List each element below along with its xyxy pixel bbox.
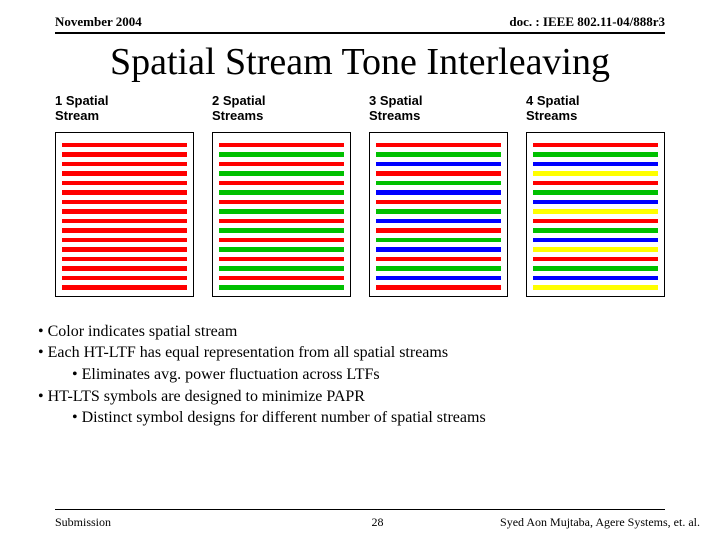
bullet-item: • Color indicates spatial stream — [38, 321, 700, 343]
bullet-item: • Each HT-LTF has equal representation f… — [38, 342, 700, 364]
tone-bar — [62, 257, 187, 262]
tone-bar — [533, 162, 658, 167]
chart-column: 2 Spatial Streams — [212, 94, 351, 297]
tone-bar — [62, 171, 187, 176]
tone-bar — [533, 143, 658, 148]
tone-bar — [62, 266, 187, 271]
tone-bar — [533, 285, 658, 290]
tone-bar — [219, 209, 344, 214]
tone-bar — [533, 257, 658, 262]
tone-bar — [376, 285, 501, 290]
tone-bar — [533, 276, 658, 281]
tone-bar — [62, 247, 187, 252]
tone-bar — [533, 209, 658, 214]
tone-bar — [533, 228, 658, 233]
tone-bar — [62, 219, 187, 224]
bullet-list: • Color indicates spatial stream• Each H… — [0, 297, 720, 429]
header-doc: doc. : IEEE 802.11-04/888r3 — [509, 14, 665, 30]
chart-label: 2 Spatial Streams — [212, 94, 351, 124]
tone-bar — [376, 228, 501, 233]
tone-bar — [219, 143, 344, 148]
footer-page: 28 — [55, 515, 700, 530]
chart-label: 1 Spatial Stream — [55, 94, 194, 124]
tone-bar — [376, 219, 501, 224]
chart-column: 1 Spatial Stream — [55, 94, 194, 297]
tone-bar — [533, 266, 658, 271]
chart-box — [526, 132, 665, 297]
chart-label: 3 Spatial Streams — [369, 94, 508, 124]
tone-bar — [219, 257, 344, 262]
chart-box — [55, 132, 194, 297]
tone-bar — [62, 238, 187, 243]
tone-bar — [219, 266, 344, 271]
tone-bar — [533, 247, 658, 252]
tone-bar — [219, 219, 344, 224]
tone-bar — [376, 276, 501, 281]
tone-bar — [219, 162, 344, 167]
tone-bar — [376, 162, 501, 167]
bullet-item: • Eliminates avg. power fluctuation acro… — [38, 364, 700, 386]
tone-bar — [376, 200, 501, 205]
header: November 2004 doc. : IEEE 802.11-04/888r… — [0, 0, 720, 30]
tone-bar — [219, 190, 344, 195]
header-date: November 2004 — [55, 14, 142, 30]
chart-column: 4 Spatial Streams — [526, 94, 665, 297]
tone-bar — [533, 171, 658, 176]
tone-bar — [376, 257, 501, 262]
tone-bar — [62, 276, 187, 281]
tone-bar — [62, 181, 187, 186]
tone-bar — [533, 190, 658, 195]
tone-bar — [533, 152, 658, 157]
tone-bar — [376, 209, 501, 214]
tone-bar — [62, 200, 187, 205]
tone-bar — [62, 143, 187, 148]
tone-bar — [533, 200, 658, 205]
tone-bar — [62, 228, 187, 233]
tone-bar — [219, 247, 344, 252]
tone-bar — [219, 238, 344, 243]
tone-bar — [219, 181, 344, 186]
tone-bar — [62, 190, 187, 195]
chart-box — [212, 132, 351, 297]
tone-bar — [219, 152, 344, 157]
tone-bar — [62, 209, 187, 214]
tone-bar — [376, 266, 501, 271]
tone-bar — [219, 171, 344, 176]
tone-bar — [219, 228, 344, 233]
chart-label: 4 Spatial Streams — [526, 94, 665, 124]
footer-rule — [55, 509, 665, 510]
chart-column: 3 Spatial Streams — [369, 94, 508, 297]
tone-bar — [376, 247, 501, 252]
chart-box — [369, 132, 508, 297]
tone-bar — [533, 238, 658, 243]
tone-bar — [219, 200, 344, 205]
tone-bar — [62, 152, 187, 157]
chart-row: 1 Spatial Stream 2 Spatial Streams 3 Spati… — [0, 84, 720, 297]
footer: Submission 28 Syed Aon Mujtaba, Agere Sy… — [55, 515, 700, 530]
tone-bar — [376, 152, 501, 157]
tone-bar — [376, 238, 501, 243]
tone-bar — [376, 143, 501, 148]
bullet-item: • Distinct symbol designs for different … — [38, 407, 700, 429]
tone-bar — [376, 190, 501, 195]
tone-bar — [376, 171, 501, 176]
tone-bar — [219, 285, 344, 290]
tone-bar — [376, 181, 501, 186]
bullet-item: • HT-LTS symbols are designed to minimiz… — [38, 386, 700, 408]
tone-bar — [62, 162, 187, 167]
tone-bar — [533, 181, 658, 186]
tone-bar — [62, 285, 187, 290]
tone-bar — [533, 219, 658, 224]
page-title: Spatial Stream Tone Interleaving — [0, 40, 720, 84]
tone-bar — [219, 276, 344, 281]
header-rule — [55, 32, 665, 34]
